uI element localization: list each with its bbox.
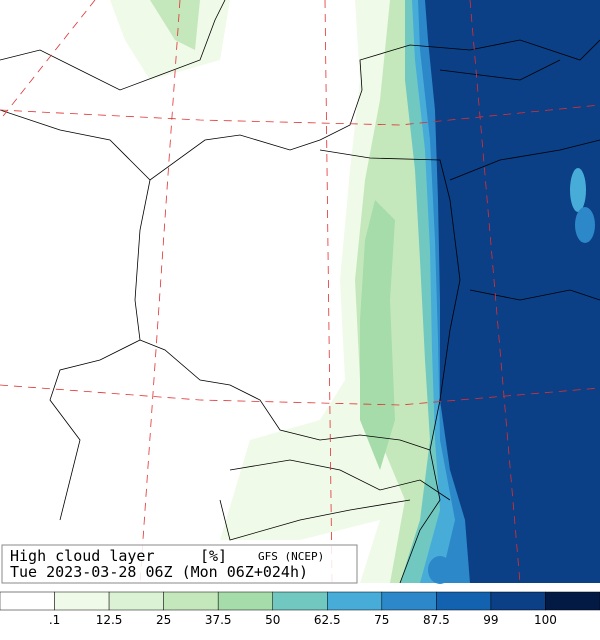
- valid-time: Tue 2023-03-28 06Z (Mon 06Z+024h): [10, 563, 308, 581]
- legend-label: 12.5: [96, 613, 123, 627]
- legend-swatch: [436, 591, 492, 611]
- legend-label: 75: [374, 613, 389, 627]
- label-box: High cloud layer [%] GFS (NCEP) Tue 2023…: [1, 544, 358, 584]
- legend-swatch: [163, 591, 219, 611]
- legend-label: .1: [49, 613, 60, 627]
- legend-swatch: [217, 591, 273, 611]
- legend-label: 100: [534, 613, 557, 627]
- legend-swatch: [108, 591, 164, 611]
- borders: [0, 0, 600, 584]
- legend-label: 25: [156, 613, 171, 627]
- legend-swatch: [381, 591, 437, 611]
- legend-label: 87.5: [423, 613, 450, 627]
- model: GFS (NCEP): [258, 550, 324, 563]
- legend-label: 50: [265, 613, 280, 627]
- legend-label: 99: [483, 613, 498, 627]
- legend-swatch: [0, 591, 55, 611]
- legend-swatch: [490, 591, 546, 611]
- graticule: [0, 0, 600, 584]
- legend-label: 62.5: [314, 613, 341, 627]
- color-legend: .1 12.5 25 37.5 50 62.5 75 87.5 99 100: [0, 591, 600, 627]
- map-title: High cloud layer: [10, 547, 155, 565]
- label-box-frame: [1, 544, 358, 584]
- unit: [%]: [200, 547, 227, 565]
- legend-swatch: [327, 591, 383, 611]
- legend-swatch: [54, 591, 110, 611]
- legend-swatch: [272, 591, 328, 611]
- legend-label: 37.5: [205, 613, 232, 627]
- cloud-field: [95, 0, 600, 584]
- legend-swatch: [545, 591, 600, 611]
